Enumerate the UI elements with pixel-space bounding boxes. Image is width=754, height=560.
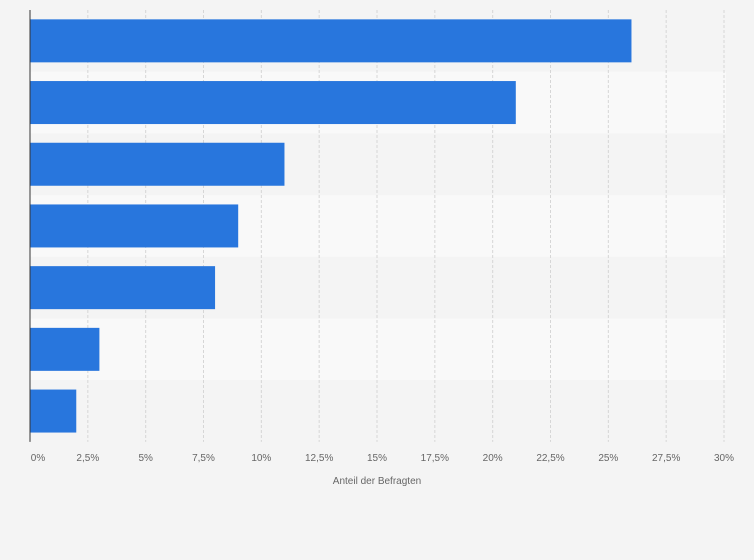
x-tick-labels: 0% 2,5% 5% 7,5% 10% 12,5% 15% 17,5% 20% 22,5% 25% 2…	[31, 453, 734, 464]
row-band	[30, 380, 726, 442]
x-tick-label: 30%	[714, 453, 734, 464]
x-tick-label: 2,5%	[76, 453, 99, 464]
x-tick-label: 25%	[598, 453, 618, 464]
x-axis-title: Anteil der Befragten	[333, 476, 421, 487]
x-tick-label: 0%	[31, 453, 46, 464]
x-tick-label: 5%	[138, 453, 153, 464]
bar	[30, 204, 239, 248]
x-tick-label: 17,5%	[421, 453, 449, 464]
row-band	[30, 318, 726, 381]
bars	[30, 19, 632, 433]
bar	[30, 327, 100, 371]
bar	[30, 266, 216, 310]
bar	[30, 142, 285, 186]
x-tick-label: 27,5%	[652, 453, 680, 464]
x-tick-label: 20%	[483, 453, 503, 464]
x-tick-label: 7,5%	[192, 453, 215, 464]
x-tick-label: 15%	[367, 453, 387, 464]
x-tick-label: 10%	[251, 453, 271, 464]
bar	[30, 81, 516, 125]
x-tick-label: 22,5%	[536, 453, 564, 464]
bar	[30, 19, 632, 63]
x-tick-label: 12,5%	[305, 453, 333, 464]
bar	[30, 389, 77, 433]
